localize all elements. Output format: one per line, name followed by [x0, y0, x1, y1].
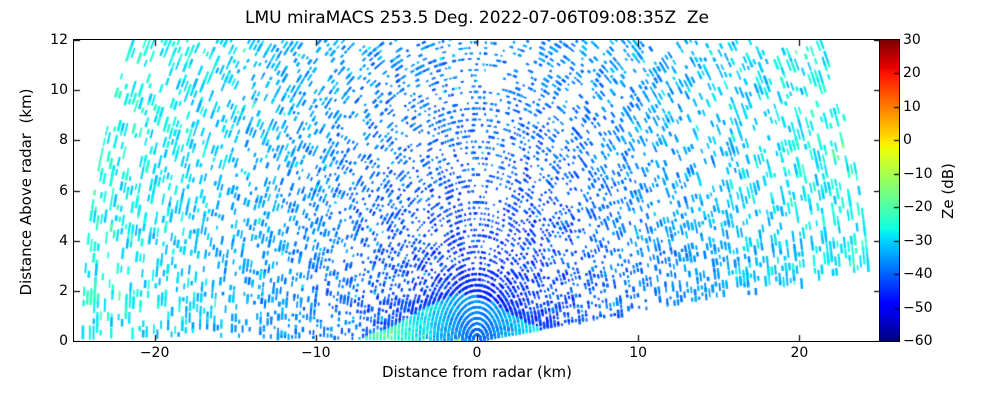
y-tick-label: 12 [50, 32, 68, 48]
plot-area [73, 39, 881, 342]
x-tick-label: 10 [629, 345, 648, 361]
y-tick-label: 10 [50, 82, 68, 99]
colorbar-tick-label: −20 [903, 199, 933, 216]
colorbar-tick-label: −50 [903, 299, 933, 316]
colorbar-tick-label: −40 [903, 266, 933, 283]
x-tick-label: −20 [139, 345, 170, 361]
y-tick-label: 4 [59, 232, 68, 249]
x-tick-label: −10 [301, 345, 331, 361]
colorbar-tick-label: −30 [903, 232, 933, 249]
colorbar-canvas [880, 40, 899, 341]
colorbar-axis-label: Ze (dB) [939, 163, 957, 219]
colorbar-tick-label: 10 [903, 98, 921, 115]
colorbar-tick-label: 30 [903, 32, 921, 48]
plot-title: LMU miraMACS 253.5 Deg. 2022-07-06T09:08… [244, 8, 710, 28]
x-tick-label: 0 [472, 345, 482, 361]
colorbar-tick-label: −10 [903, 165, 933, 182]
colorbar-tick-label: −60 [903, 333, 933, 349]
colorbar-tick-label: 0 [903, 132, 912, 149]
y-tick-label: 8 [59, 132, 68, 149]
x-axis-label: Distance from radar (km) [381, 363, 573, 381]
x-tick-label: 20 [790, 345, 809, 361]
y-tick-label: 0 [59, 333, 68, 349]
colorbar [879, 39, 900, 342]
y-tick-label: 6 [59, 182, 68, 199]
colorbar-tick-label: 20 [903, 65, 921, 82]
rhi-plot-canvas [74, 40, 880, 341]
y-tick-label: 2 [59, 282, 68, 299]
